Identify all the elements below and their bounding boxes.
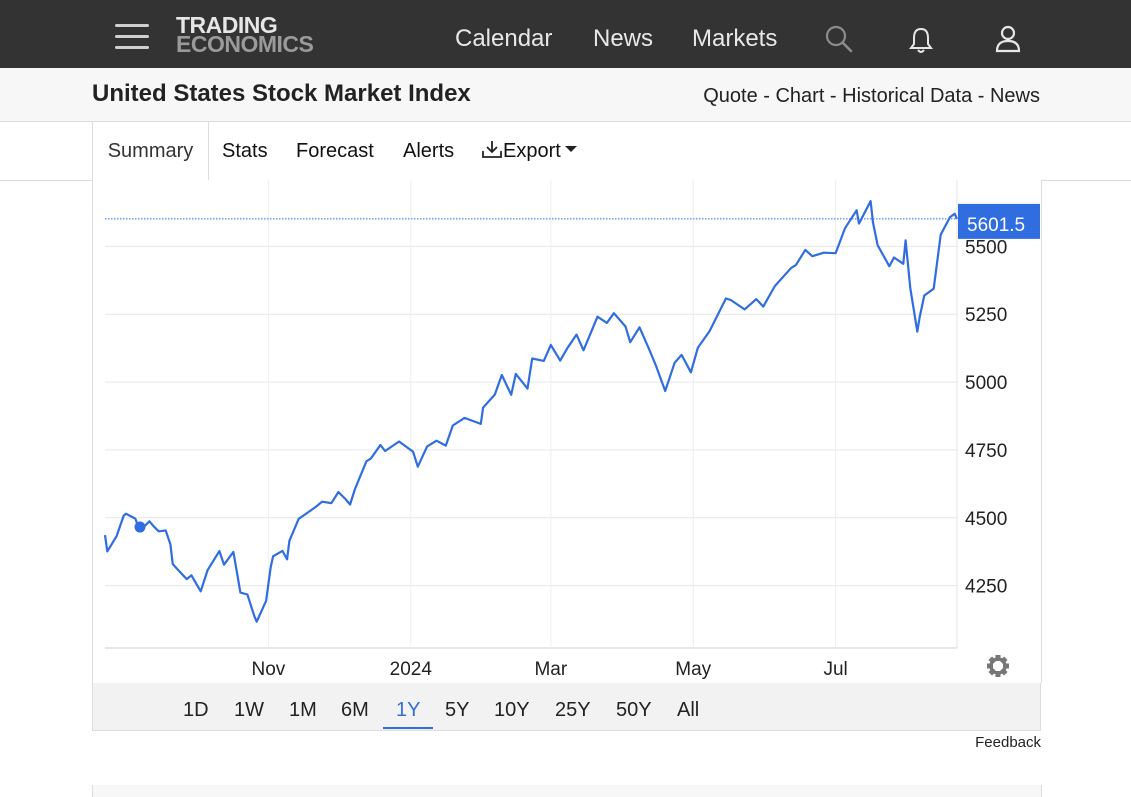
y-tick-label: 4500: [965, 509, 1007, 530]
tab-alerts[interactable]: Alerts: [403, 140, 455, 162]
x-tick-label: Mar: [534, 659, 567, 680]
x-tick-label: Nov: [251, 659, 285, 680]
link-chart[interactable]: Chart: [775, 85, 825, 107]
nav-markets[interactable]: Markets: [692, 25, 778, 52]
page-title: United States Stock Market Index: [92, 80, 471, 107]
feedback-link[interactable]: Feedback: [975, 734, 1041, 751]
gear-ring: [989, 657, 1007, 675]
range-6m[interactable]: 6M: [341, 699, 369, 721]
y-tick-label: 5000: [965, 373, 1007, 394]
tab-summary[interactable]: Summary: [92, 122, 209, 181]
y-tick-label: 4750: [965, 441, 1007, 462]
y-tick-label: 4250: [965, 577, 1007, 598]
separator: -: [972, 85, 990, 107]
series-line: [103, 200, 959, 623]
range-selector: 1D 1W 1M 6M 1Y 5Y 10Y 25Y 50Y All: [92, 683, 1041, 731]
user-icon[interactable]: [993, 24, 1023, 54]
last-value-badge: [958, 203, 1040, 239]
bottom-panel: [92, 785, 1042, 797]
tab-stats[interactable]: Stats: [222, 140, 268, 162]
chart-container: 4250 4500 4750 5000 5250 5500 Nov 2024 Mar May Jul…: [92, 180, 1042, 683]
active-range-underline: [383, 727, 433, 729]
caret-down-icon: [564, 146, 577, 152]
sub-navigation: Quote - Chart - Historical Data - News: [703, 85, 1040, 108]
y-tick-label: 5500: [965, 237, 1007, 258]
tab-forecast[interactable]: Forecast: [296, 140, 374, 162]
nav-calendar[interactable]: Calendar: [455, 25, 553, 52]
separator: -: [824, 85, 843, 107]
hover-marker: [134, 521, 146, 533]
range-1w[interactable]: 1W: [234, 699, 264, 721]
range-10y[interactable]: 10Y: [494, 699, 530, 721]
link-quote[interactable]: Quote: [703, 85, 758, 107]
last-value-text: 5601.5: [967, 215, 1025, 236]
range-25y[interactable]: 25Y: [555, 699, 591, 721]
logo-line1: TRADING: [176, 12, 278, 38]
tab-bar: Summary Stats Forecast Alerts Export: [0, 122, 1131, 181]
range-1m[interactable]: 1M: [289, 699, 317, 721]
y-tick-label: 5250: [965, 305, 1007, 326]
title-bar: United States Stock Market Index Quote -…: [0, 68, 1131, 122]
nav-news[interactable]: News: [593, 25, 654, 52]
bell-icon[interactable]: [906, 25, 936, 55]
separator: -: [757, 85, 776, 107]
stock-index-chart[interactable]: 4250 4500 4750 5000 5250 5500 Nov 2024 Mar May Jul…: [93, 180, 1041, 683]
logo-line2: ECONOMICS: [176, 31, 314, 57]
logo[interactable]: TRADING ECONOMICS: [176, 12, 314, 57]
export-label: Export: [503, 140, 561, 162]
range-5y[interactable]: 5Y: [445, 699, 470, 721]
range-1y[interactable]: 1Y: [396, 699, 421, 721]
range-1d[interactable]: 1D: [183, 699, 209, 721]
download-icon: [482, 141, 502, 158]
settings-gear-icon[interactable]: [987, 655, 1009, 677]
range-50y[interactable]: 50Y: [616, 699, 652, 721]
export-button[interactable]: Export: [481, 122, 578, 180]
link-news[interactable]: News: [989, 85, 1040, 107]
top-navbar: TRADING ECONOMICS Calendar News Markets: [0, 0, 1131, 68]
x-tick-label: 2024: [390, 659, 433, 680]
search-icon[interactable]: [824, 24, 854, 54]
menu-icon[interactable]: [115, 24, 149, 50]
range-all[interactable]: All: [677, 699, 700, 721]
x-tick-label: Jul: [823, 659, 847, 680]
x-tick-label: May: [675, 659, 711, 680]
link-historical-data[interactable]: Historical Data: [842, 85, 973, 107]
